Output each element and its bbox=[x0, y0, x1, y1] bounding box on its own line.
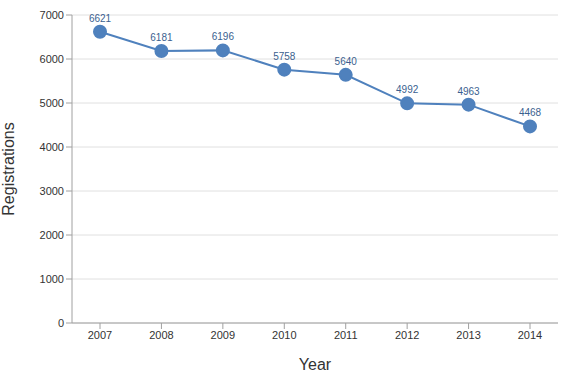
svg-text:3000: 3000 bbox=[40, 185, 64, 197]
svg-text:4992: 4992 bbox=[396, 84, 419, 95]
svg-text:2009: 2009 bbox=[211, 329, 235, 341]
svg-text:6196: 6196 bbox=[212, 31, 235, 42]
svg-text:2000: 2000 bbox=[40, 229, 64, 241]
svg-text:2008: 2008 bbox=[149, 329, 173, 341]
svg-text:2007: 2007 bbox=[88, 329, 112, 341]
svg-text:4468: 4468 bbox=[519, 107, 542, 118]
svg-text:5000: 5000 bbox=[40, 97, 64, 109]
svg-text:2011: 2011 bbox=[334, 329, 358, 341]
svg-text:2012: 2012 bbox=[395, 329, 419, 341]
svg-text:4963: 4963 bbox=[457, 86, 480, 97]
svg-text:5640: 5640 bbox=[335, 56, 358, 67]
svg-text:4000: 4000 bbox=[40, 141, 64, 153]
svg-text:Registrations: Registrations bbox=[8, 122, 17, 215]
svg-text:6000: 6000 bbox=[40, 53, 64, 65]
svg-text:6621: 6621 bbox=[89, 13, 112, 24]
svg-text:1000: 1000 bbox=[40, 273, 64, 285]
svg-text:2013: 2013 bbox=[456, 329, 480, 341]
svg-text:0: 0 bbox=[58, 317, 64, 329]
svg-text:2014: 2014 bbox=[518, 329, 542, 341]
svg-text:6181: 6181 bbox=[150, 32, 173, 43]
svg-text:5758: 5758 bbox=[273, 51, 296, 62]
svg-text:Year: Year bbox=[299, 356, 332, 373]
svg-text:7000: 7000 bbox=[40, 9, 64, 21]
svg-text:2010: 2010 bbox=[272, 329, 296, 341]
